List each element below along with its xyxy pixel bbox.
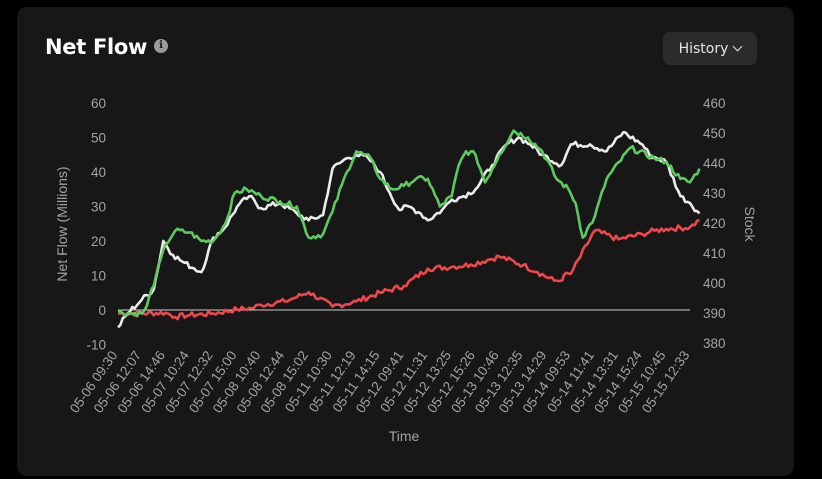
y-tick-label: 40 — [91, 165, 106, 180]
series-line-1 — [117, 131, 701, 329]
y2-tick-label: 400 — [703, 276, 726, 291]
y2-tick-label: 380 — [703, 336, 726, 351]
series-line-0 — [117, 219, 700, 321]
y-tick-label: 60 — [91, 96, 106, 111]
info-icon[interactable]: i — [154, 39, 168, 53]
series-line-2 — [117, 129, 701, 318]
page-title: Net Flow — [45, 35, 148, 59]
y-tick-label: 50 — [91, 131, 106, 146]
y-tick-label: 20 — [91, 234, 106, 249]
history-dropdown-button[interactable]: History — [663, 32, 757, 65]
y-axis-label: Net Flow (Millions) — [54, 166, 70, 281]
y2-tick-label: 440 — [703, 156, 726, 171]
y2-axis-label: Stock — [742, 206, 758, 242]
y-tick-label: 30 — [91, 200, 106, 215]
chart-card: Net Flow i History — [17, 7, 794, 476]
y2-tick-label: 430 — [703, 186, 726, 201]
history-button-label: History — [678, 40, 729, 57]
y2-tick-label: 460 — [703, 96, 726, 111]
x-axis-label: Time — [389, 428, 420, 444]
y-tick-label: -10 — [86, 338, 106, 353]
y-tick-label: 10 — [91, 269, 106, 284]
y2-tick-label: 410 — [703, 246, 726, 261]
y2-tick-label: 390 — [703, 306, 726, 321]
y2-tick-label: 420 — [703, 216, 726, 231]
y2-tick-label: 450 — [703, 126, 726, 141]
y-tick-label: 0 — [98, 303, 106, 318]
